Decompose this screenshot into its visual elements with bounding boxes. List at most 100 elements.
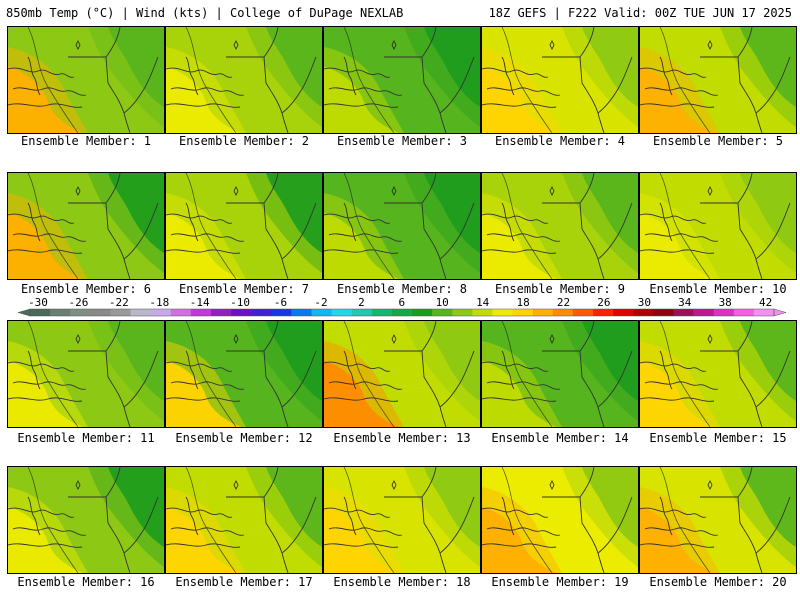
temperature-field-map bbox=[8, 321, 164, 427]
panel-label-member-14: Ensemble Member: 14 bbox=[491, 431, 629, 445]
map-panel-member-1 bbox=[7, 26, 165, 134]
map-panel-member-15 bbox=[639, 320, 797, 428]
panel-label-member-19: Ensemble Member: 19 bbox=[491, 575, 629, 589]
panel-label-member-3: Ensemble Member: 3 bbox=[336, 134, 468, 148]
panel-label-member-5: Ensemble Member: 5 bbox=[652, 134, 784, 148]
colorbar-swatch bbox=[713, 309, 735, 316]
colorbar-tick-label: -2 bbox=[314, 296, 327, 309]
colorbar-swatch bbox=[733, 309, 755, 316]
colorbar-swatch bbox=[70, 309, 91, 316]
map-panel-member-14 bbox=[481, 320, 639, 428]
temperature-colorbar: -30 -26 -22 -18 -14 -10 -6 -2 2 6 10 14 18 22 26 30 34 38… bbox=[17, 296, 787, 317]
map-panel-member-12 bbox=[165, 320, 323, 428]
colorbar-tick-label: -30 bbox=[28, 296, 48, 309]
colorbar-tick-label: 26 bbox=[597, 296, 610, 309]
map-panel-member-7 bbox=[165, 172, 323, 280]
map-panel-member-17 bbox=[165, 466, 323, 574]
colorbar-swatch bbox=[251, 309, 272, 316]
colorbar-swatch bbox=[110, 309, 131, 316]
panel-label-member-1: Ensemble Member: 1 bbox=[20, 134, 152, 148]
chart-title: 850mb Temp (°C) | Wind (kts) | College o… bbox=[6, 6, 404, 20]
panel-label-member-9: Ensemble Member: 9 bbox=[494, 282, 626, 296]
colorbar-tick-label: -10 bbox=[230, 296, 250, 309]
colorbar-tick-label: -26 bbox=[68, 296, 88, 309]
panel-label-member-11: Ensemble Member: 11 bbox=[17, 431, 155, 445]
colorbar-swatch bbox=[50, 309, 71, 316]
colorbar-tick-label: 42 bbox=[759, 296, 772, 309]
panel-label-member-18: Ensemble Member: 18 bbox=[333, 575, 471, 589]
panel-label-member-17: Ensemble Member: 17 bbox=[175, 575, 313, 589]
colorbar-swatch bbox=[432, 309, 453, 316]
colorbar-swatch bbox=[150, 309, 172, 316]
colorbar-tick-label: 22 bbox=[557, 296, 570, 309]
colorbar-swatch bbox=[311, 309, 332, 316]
temperature-field-map bbox=[8, 173, 164, 279]
map-panel-member-9 bbox=[481, 172, 639, 280]
colorbar-swatch bbox=[512, 309, 533, 316]
colorbar-swatch bbox=[351, 309, 373, 316]
colorbar-swatch bbox=[391, 309, 413, 316]
temperature-field-map bbox=[8, 27, 164, 133]
colorbar-tick-label: 6 bbox=[398, 296, 405, 309]
map-panel-member-19 bbox=[481, 466, 639, 574]
temperature-field-map bbox=[640, 27, 796, 133]
panel-label-member-12: Ensemble Member: 12 bbox=[175, 431, 313, 445]
colorbar-swatch bbox=[30, 309, 51, 316]
colorbar-swatch bbox=[331, 309, 353, 316]
colorbar-tick-label: 18 bbox=[516, 296, 529, 309]
colorbar-tick-label: 30 bbox=[638, 296, 651, 309]
run-valid-time: 18Z GEFS | F222 Valid: 00Z TUE JUN 17 20… bbox=[488, 6, 792, 20]
temperature-field-map bbox=[324, 173, 480, 279]
colorbar-swatch bbox=[532, 309, 554, 316]
panel-label-member-6: Ensemble Member: 6 bbox=[20, 282, 152, 296]
temperature-field-map bbox=[640, 321, 796, 427]
panel-label-member-13: Ensemble Member: 13 bbox=[333, 431, 471, 445]
colorbar-swatch bbox=[271, 309, 292, 316]
panel-label-member-16: Ensemble Member: 16 bbox=[17, 575, 155, 589]
colorbar-tick-label: 38 bbox=[719, 296, 732, 309]
colorbar-swatch bbox=[412, 309, 433, 316]
temperature-field-map bbox=[324, 467, 480, 573]
colorbar-swatch bbox=[231, 309, 252, 316]
colorbar-tick-label: 10 bbox=[436, 296, 449, 309]
panel-label-member-15: Ensemble Member: 15 bbox=[649, 431, 787, 445]
temperature-field-map bbox=[166, 173, 322, 279]
panel-label-member-4: Ensemble Member: 4 bbox=[494, 134, 626, 148]
map-panel-member-6 bbox=[7, 172, 165, 280]
temperature-field-map bbox=[482, 467, 638, 573]
map-panel-member-16 bbox=[7, 466, 165, 574]
colorbar-tick-label: -14 bbox=[190, 296, 210, 309]
panel-label-member-10: Ensemble Member: 10 bbox=[649, 282, 787, 296]
map-panel-member-11 bbox=[7, 320, 165, 428]
panel-label-member-2: Ensemble Member: 2 bbox=[178, 134, 310, 148]
colorbar-tick-label: -18 bbox=[149, 296, 169, 309]
colorbar-swatch bbox=[291, 309, 312, 316]
colorbar-swatch bbox=[593, 309, 614, 316]
colorbar-swatch bbox=[472, 309, 493, 316]
colorbar-swatch bbox=[90, 309, 111, 316]
map-panel-member-18 bbox=[323, 466, 481, 574]
temperature-field-map bbox=[482, 27, 638, 133]
colorbar-swatch bbox=[673, 309, 694, 316]
temperature-field-map bbox=[324, 321, 480, 427]
map-panel-member-13 bbox=[323, 320, 481, 428]
temperature-field-map bbox=[166, 467, 322, 573]
colorbar-tick-label: 14 bbox=[476, 296, 490, 309]
colorbar-swatch bbox=[552, 309, 574, 316]
panel-label-member-20: Ensemble Member: 20 bbox=[649, 575, 787, 589]
colorbar-swatch bbox=[492, 309, 513, 316]
colorbar-tick-label: -6 bbox=[274, 296, 287, 309]
map-panel-member-2 bbox=[165, 26, 323, 134]
colorbar-swatch bbox=[190, 309, 212, 316]
colorbar-swatch bbox=[371, 309, 393, 316]
temperature-field-map bbox=[482, 321, 638, 427]
colorbar-swatch bbox=[452, 309, 473, 316]
panel-label-member-7: Ensemble Member: 7 bbox=[178, 282, 310, 296]
colorbar-min-arrow bbox=[17, 308, 31, 317]
colorbar-swatch bbox=[653, 309, 674, 316]
map-panel-member-5 bbox=[639, 26, 797, 134]
map-panel-member-10 bbox=[639, 172, 797, 280]
temperature-field-map bbox=[640, 467, 796, 573]
colorbar-tick-label: 2 bbox=[358, 296, 365, 309]
